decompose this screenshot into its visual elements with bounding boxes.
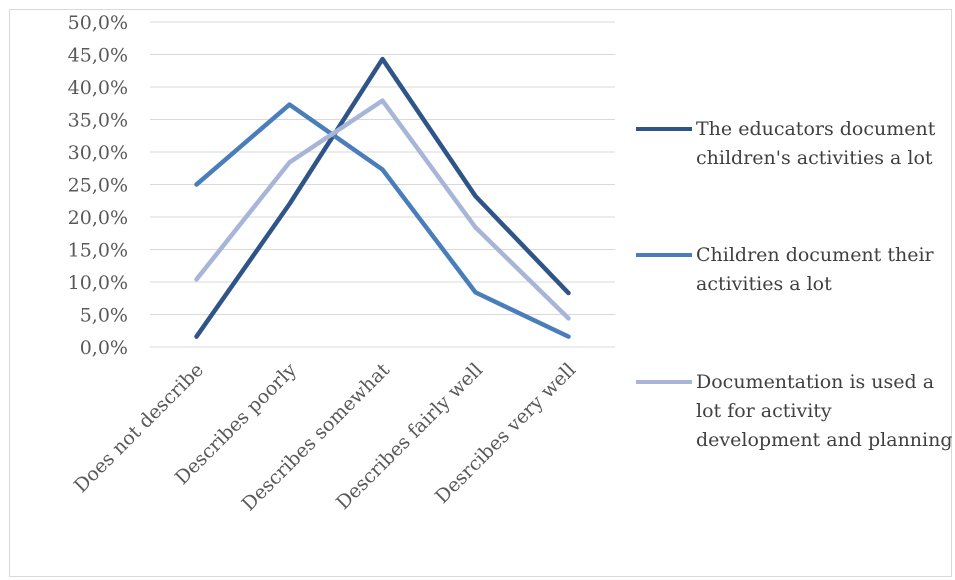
legend-swatch-educators [636, 127, 692, 131]
series-lines [194, 56, 571, 339]
legend-label-documentation: Documentation is used a lot for activity… [696, 371, 953, 451]
y-tick-label: 5,0% [80, 305, 128, 327]
y-axis-tick-labels: 0,0% 5,0% 10,0% 15,0% 20,0% 25,0% 30,0% 35,0% 40… [68, 12, 128, 359]
legend-label-educators: The educators document children's activi… [696, 118, 936, 169]
legend-swatch-children [636, 253, 692, 257]
series-line-educators [194, 56, 571, 339]
y-tick-label: 15,0% [68, 240, 128, 262]
y-tick-label: 35,0% [68, 110, 128, 132]
series-line-children [194, 102, 571, 339]
y-tick-label: 25,0% [68, 175, 128, 197]
y-tick-label: 10,0% [68, 272, 128, 294]
y-tick-label: 20,0% [68, 207, 128, 229]
legend-swatch-documentation [636, 380, 692, 384]
y-tick-label: 40,0% [68, 77, 128, 99]
y-tick-label: 45,0% [68, 45, 128, 67]
legend-label-children: Children document their activities a lot [696, 244, 934, 295]
series-line-documentation [194, 98, 571, 321]
y-tick-label: 50,0% [68, 12, 128, 34]
y-tick-label: 30,0% [68, 142, 128, 164]
y-tick-label: 0,0% [80, 337, 128, 359]
gridlines [150, 21, 615, 348]
